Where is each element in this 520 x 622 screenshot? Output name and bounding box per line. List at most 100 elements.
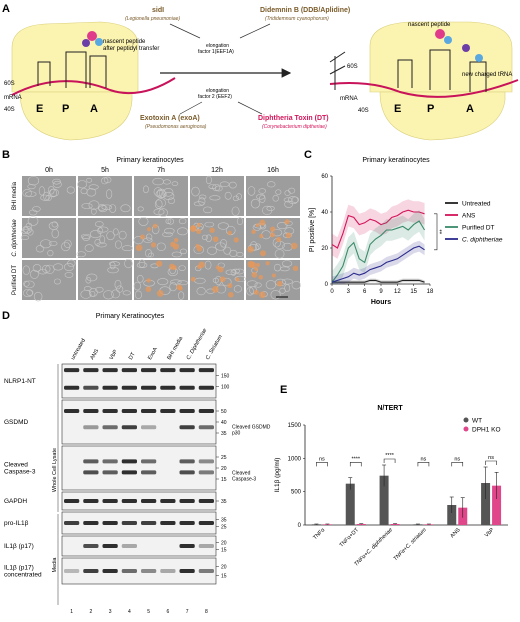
y-tick-label: 1500 (288, 423, 302, 429)
sidi-name: sidI (152, 7, 164, 14)
x-tick-label: 3 (347, 289, 351, 295)
ef2-line2: factor 2 (EEF2) (198, 94, 232, 100)
cell-outline (273, 263, 282, 272)
site-a-right: A (466, 103, 474, 115)
protein-band (121, 385, 137, 390)
lane-number: 7 (186, 609, 189, 615)
cell-outline (114, 279, 122, 290)
panel-a-letter: A (2, 3, 10, 15)
pi-positive-cell (156, 260, 163, 267)
x-tick-label: 0 (330, 289, 334, 295)
cell-outline (230, 269, 237, 276)
pi-positive-cell (255, 223, 260, 228)
cell-outline (21, 229, 31, 234)
pi-positive-cell (135, 244, 143, 252)
y-tick-label: 1000 (288, 456, 302, 462)
protein-band (64, 499, 80, 503)
pi-positive-cell (196, 245, 203, 252)
cell-outline (77, 180, 88, 189)
cell-outline (170, 279, 182, 285)
cell-outline (90, 208, 97, 215)
cell-outline (167, 197, 176, 204)
ef1a-line1: elongation (206, 43, 229, 49)
panel-b-letter: B (2, 149, 10, 161)
mw-marker: 25 (221, 525, 227, 531)
pi-positive-cell (271, 273, 277, 278)
lane-number: 6 (166, 609, 169, 615)
panel-d-letter: D (2, 310, 10, 322)
cell-outline (25, 222, 33, 230)
peptide-bead-1 (87, 31, 97, 41)
cell-outline (214, 185, 223, 192)
lane-label: VbP (109, 349, 120, 361)
sig-bracket (417, 462, 430, 467)
cell-outline (217, 222, 229, 230)
panel-c-letter: C (304, 149, 312, 161)
protein-band (160, 569, 176, 573)
y-tick-label: 60 (321, 174, 328, 180)
pi-positive-cell (259, 234, 264, 239)
cell-outline (204, 221, 215, 228)
panel-d-title: Primary Keratinocytes (96, 313, 165, 320)
ribosome-60s-left (11, 21, 139, 93)
cell-outline (95, 286, 104, 293)
pi-positive-cell (145, 286, 152, 293)
cell-outline (27, 216, 39, 226)
cell-outline (80, 233, 92, 239)
category-label: TNFα+DT (339, 527, 361, 549)
protein-band (179, 521, 195, 525)
mw-marker: 20 (221, 565, 227, 571)
blot-label: pro-IL1β (4, 520, 29, 527)
cell-outline (22, 265, 30, 275)
pi-positive-cell (235, 277, 240, 282)
protein-band (121, 409, 137, 413)
cell-outline (148, 252, 154, 258)
cell-outline (106, 189, 113, 199)
pi-positive-cell (269, 226, 276, 232)
cell-outline (265, 280, 277, 290)
blot-label: NLRP1-NT (4, 378, 36, 385)
mw-marker: 25 (221, 455, 227, 461)
pi-positive-cell (227, 282, 233, 289)
timepoint-label: 0h (45, 167, 53, 174)
cell-outline (153, 187, 163, 197)
protein-band (179, 569, 195, 573)
series-line (332, 279, 425, 283)
cell-outline (29, 209, 38, 216)
bar (481, 483, 491, 525)
dt-org: (Corynebacterium diptheriae) (262, 124, 327, 130)
cell-outline (155, 198, 167, 208)
cell-outline (284, 284, 291, 292)
cell-outline (279, 266, 290, 272)
cell-outline (23, 280, 30, 287)
micrograph-background (134, 176, 188, 216)
cell-outline (27, 228, 34, 236)
protein-band (102, 459, 118, 464)
cell-outline (259, 194, 266, 203)
cell-outline (99, 235, 106, 244)
cell-outline (66, 186, 75, 194)
pi-positive-cell (233, 237, 239, 243)
cell-outline (80, 188, 88, 195)
cell-outline (22, 189, 33, 197)
cell-outline (224, 191, 232, 200)
cell-outline (288, 187, 296, 194)
ribosome-left: nascent peptide after peptidyl transfer … (4, 21, 176, 141)
protein-band (64, 368, 80, 373)
pi-positive-cell (249, 261, 257, 269)
y-axis-label: PI positive [%] (309, 208, 316, 252)
cell-outline (138, 216, 149, 226)
row-label: BHI media (12, 181, 18, 210)
protein-band (179, 368, 195, 373)
sidi-inhibit-line (169, 23, 201, 39)
cell-outline (133, 236, 144, 245)
cell-outline (27, 184, 36, 190)
protein-band (198, 409, 214, 413)
pi-positive-cell (152, 223, 158, 229)
cell-outline (52, 178, 61, 185)
cell-outline (157, 278, 169, 286)
cell-outline (215, 242, 227, 251)
timepoint-label: 5h (101, 167, 109, 174)
protein-band (121, 459, 137, 464)
